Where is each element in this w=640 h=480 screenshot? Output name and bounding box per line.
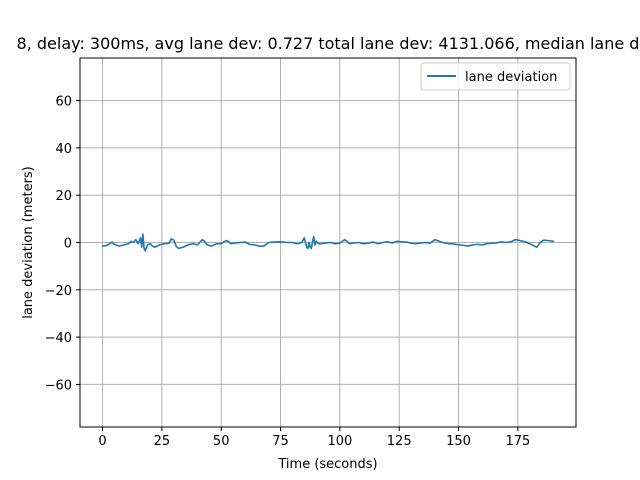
y-axis-label: lane deviation (meters) — [21, 166, 36, 319]
legend: lane deviation — [420, 62, 571, 91]
x-tick-label: 25 — [154, 434, 171, 449]
legend-label-lane-deviation: lane deviation — [465, 70, 557, 85]
x-tick-label: 125 — [387, 434, 412, 449]
series-layer — [101, 233, 555, 252]
axis-ticks: 0 25 50 75 100 125 150 175 −60 −40 −20 0 20 40 60 — [45, 95, 531, 449]
y-tick-label: −60 — [45, 378, 72, 393]
plot-frame — [79, 57, 577, 428]
series-line-lane-deviation — [101, 233, 555, 252]
y-tick-label: 40 — [55, 142, 72, 157]
x-axis-label: Time (seconds) — [277, 457, 377, 472]
legend-box — [420, 62, 571, 91]
x-tick-label: 0 — [98, 434, 106, 449]
y-tick-label: −20 — [45, 284, 72, 299]
x-tick-label: 50 — [213, 434, 230, 449]
y-tick-label: 20 — [55, 189, 72, 204]
y-tick-label: −40 — [45, 331, 72, 346]
y-tick-label: 60 — [55, 95, 72, 110]
chart-title: 8, delay: 300ms, avg lane dev: 0.727 tot… — [17, 34, 640, 53]
x-tick-label: 150 — [446, 434, 471, 449]
y-tick-label: 0 — [64, 237, 72, 252]
x-tick-label: 75 — [272, 434, 289, 449]
x-tick-label: 100 — [327, 434, 352, 449]
x-tick-label: 175 — [505, 434, 530, 449]
